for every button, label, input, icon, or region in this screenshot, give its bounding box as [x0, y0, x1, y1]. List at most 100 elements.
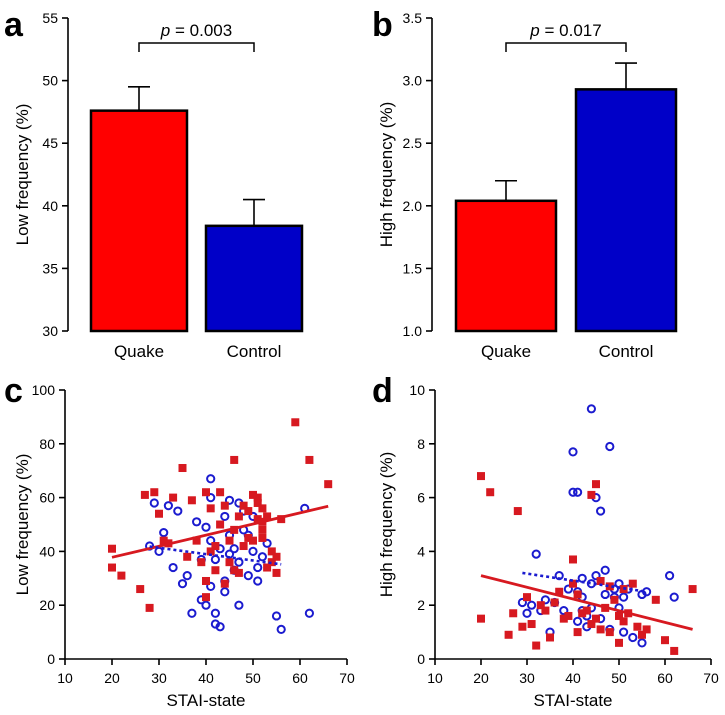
data-point-quake [661, 636, 669, 645]
data-point-control [573, 616, 583, 626]
data-point-quake [234, 512, 243, 521]
data-point-quake [578, 609, 587, 618]
data-point-quake [211, 566, 220, 575]
data-point-quake [536, 601, 545, 610]
panel-d: d 0 2 4 6 8 10 High frequency (%) 10 20 30 40 50 60 70… [372, 372, 719, 710]
data-point-control [540, 595, 551, 605]
data-point-control [605, 441, 615, 452]
y-tick-label: 0 [47, 651, 55, 667]
data-point-quake [633, 622, 642, 631]
data-point-quake [249, 536, 257, 545]
data-point-control [596, 506, 606, 516]
data-point-quake [550, 598, 559, 607]
data-point-control [206, 493, 216, 503]
data-point-control [522, 608, 532, 618]
data-point-quake [216, 520, 225, 529]
x-tick-label: 20 [473, 670, 489, 686]
data-point-control [182, 571, 192, 581]
data-point-quake [253, 498, 262, 507]
data-point-control [187, 608, 197, 618]
data-point-quake [272, 552, 281, 561]
data-point-quake [546, 633, 554, 642]
data-point-quake [527, 620, 536, 629]
data-point-quake [541, 606, 550, 615]
data-point-quake [187, 496, 196, 505]
data-point-quake [206, 504, 215, 513]
data-point-quake [615, 638, 623, 647]
data-point-quake [263, 512, 272, 521]
data-point-quake [239, 501, 248, 510]
data-point-control [637, 638, 647, 648]
data-point-control [619, 627, 629, 637]
data-point-control [149, 498, 159, 508]
p-value: = 0.003 [170, 21, 232, 40]
p-symbol: p [160, 21, 170, 40]
data-point-control [573, 487, 583, 497]
y-tick-label: 80 [39, 436, 55, 452]
data-point-quake [140, 490, 149, 499]
panel-letter: c [4, 372, 23, 410]
data-point-quake [239, 542, 248, 551]
data-point-quake [244, 533, 253, 542]
data-point-control [271, 611, 282, 621]
bar-control [574, 88, 678, 333]
significance-bracket [505, 42, 627, 52]
bar-quake [454, 199, 558, 333]
y-tick-label: 2 [417, 597, 425, 613]
data-point-control [210, 554, 220, 565]
y-axis-label: High frequency (%) [377, 452, 396, 598]
data-point-quake [211, 542, 220, 551]
data-point-quake [258, 504, 267, 513]
data-point-control [619, 592, 629, 602]
p-value-label: p = 0.017 [529, 21, 601, 40]
data-point-control [220, 587, 230, 597]
data-point-quake [202, 593, 210, 602]
data-point-quake [117, 571, 126, 580]
data-point-control [224, 495, 235, 505]
panel-letter: a [4, 6, 24, 44]
x-tick-label: 10 [427, 670, 443, 686]
data-point-control [177, 579, 188, 589]
y-tick-label: 2.0 [403, 198, 423, 214]
x-tick-label: 70 [703, 670, 719, 686]
data-point-quake [587, 490, 596, 499]
panel-c: c 0 20 40 60 80 100 Low frequency (%) 10 20 30 40 50… [4, 372, 355, 710]
category-label: Quake [114, 342, 164, 361]
x-tick-label: 40 [565, 670, 581, 686]
data-point-quake [688, 585, 697, 594]
data-point-quake [197, 558, 206, 567]
data-point-quake [145, 603, 154, 612]
data-point-control [563, 584, 574, 594]
data-point-quake [220, 579, 229, 588]
data-point-quake [305, 455, 314, 464]
data-point-quake [244, 507, 253, 516]
data-point-control [154, 546, 164, 557]
data-point-quake [596, 625, 605, 634]
bar-quake [89, 109, 189, 333]
data-point-quake [587, 620, 596, 629]
y-tick-label: 2.5 [403, 135, 423, 151]
data-point-quake [108, 544, 116, 553]
data-point-quake [628, 579, 637, 588]
x-tick-label: 20 [104, 670, 120, 686]
data-point-control [243, 571, 253, 581]
x-tick-label: 40 [198, 670, 214, 686]
fit-line-control [149, 545, 282, 566]
data-point-quake [569, 555, 577, 564]
data-point-control [173, 506, 183, 516]
data-point-quake [230, 566, 239, 575]
data-point-quake [605, 628, 614, 637]
p-symbol: p [529, 21, 539, 40]
y-axis-label: Low frequency (%) [13, 104, 32, 246]
data-point-quake [225, 536, 234, 545]
data-point-quake [509, 609, 518, 618]
data-point-quake [220, 501, 229, 510]
data-point-quake [202, 488, 210, 497]
data-point-control [234, 600, 244, 610]
data-point-quake [108, 563, 116, 572]
data-point-quake [477, 614, 485, 623]
data-point-quake [249, 490, 257, 499]
data-point-quake [216, 488, 225, 497]
data-point-quake [159, 536, 168, 545]
x-tick-label: 70 [339, 670, 355, 686]
